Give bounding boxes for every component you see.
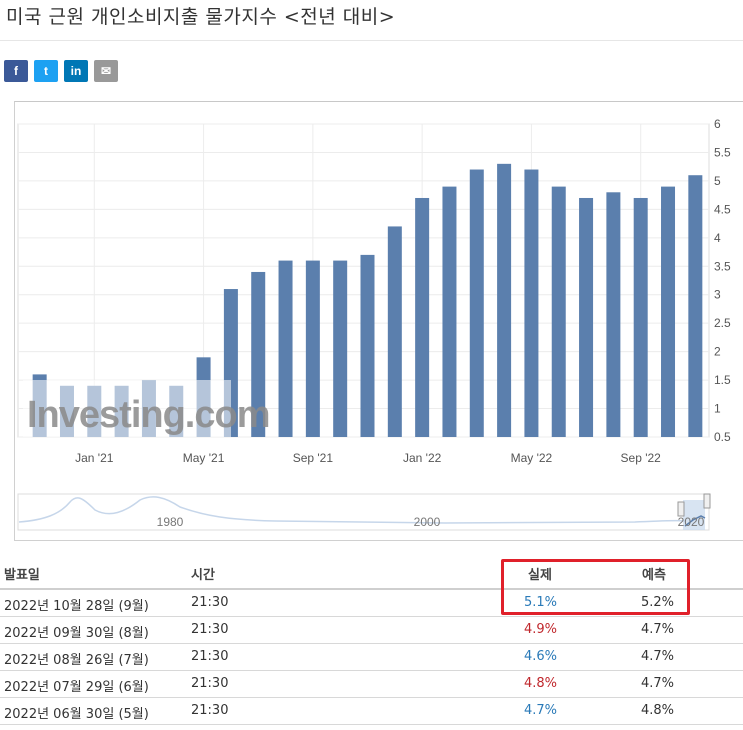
row-time: 21:30 xyxy=(191,595,229,610)
table-row: 2022년 08월 26일 (7월) 21:30 4.6% 4.7% xyxy=(0,644,743,671)
row-time: 21:30 xyxy=(191,649,229,664)
navigator-label: 1980 xyxy=(157,515,184,529)
y-tick-label: 4 xyxy=(714,231,721,245)
x-tick-label: Sep '21 xyxy=(293,451,334,465)
row-date: 2022년 09월 30일 (8월) xyxy=(4,626,149,641)
share-bar: f t in ✉ xyxy=(4,60,118,82)
chart-bar xyxy=(633,197,648,437)
row-date: 2022년 10월 28일 (9월) xyxy=(4,599,149,614)
y-tick-label: 4.5 xyxy=(714,202,731,216)
bar-chart: 0.5 1 1.5 2 2.5 3 3.5 4 4.5 5 5.5 6 Jan '21 May '21 Se… xyxy=(17,117,731,531)
row-date: 2022년 08월 26일 (7월) xyxy=(4,653,149,668)
navigator-line xyxy=(18,496,686,524)
row-actual: 4.6% xyxy=(524,649,558,664)
release-table: 발표일 시간 실제 예측 2022년 10월 28일 (9월) 21:30 5.1%… xyxy=(0,558,743,725)
investing-logo: Investing.com xyxy=(27,394,270,436)
chart-bar xyxy=(524,169,539,437)
y-tick-label: 3.5 xyxy=(714,259,731,273)
row-actual: 4.7% xyxy=(524,703,558,718)
chart-bar xyxy=(251,271,266,437)
y-tick-label: 1 xyxy=(714,402,721,416)
chart-container: 0.5 1 1.5 2 2.5 3 3.5 4 4.5 5 5.5 6 Jan '21 May '21 Se… xyxy=(14,101,743,541)
chart-bar xyxy=(579,197,594,437)
chart-bar xyxy=(551,186,566,437)
y-tick-label: 0.5 xyxy=(714,430,731,444)
row-forecast: 4.7% xyxy=(641,649,675,664)
header-date: 발표일 xyxy=(4,568,40,583)
chart-bar xyxy=(497,163,512,437)
x-tick-label: May '21 xyxy=(183,451,225,465)
page-title: 미국 근원 개인소비지출 물가지수 <전년 대비> xyxy=(6,6,396,28)
row-actual: 4.9% xyxy=(524,622,558,637)
chart-bar xyxy=(442,186,457,437)
header-time: 시간 xyxy=(191,568,215,583)
y-tick-label: 2.5 xyxy=(714,316,731,330)
chart-bar xyxy=(415,197,430,437)
chart-bar xyxy=(606,192,621,437)
chart-bar xyxy=(387,226,402,437)
x-tick-label: Jan '22 xyxy=(403,451,442,465)
watermark-backdrop xyxy=(23,380,231,437)
chart-bar xyxy=(333,260,348,437)
chart-bar xyxy=(688,175,703,437)
row-time: 21:30 xyxy=(191,676,229,691)
y-tick-label: 5 xyxy=(714,174,721,188)
row-actual: 5.1% xyxy=(524,595,558,610)
y-tick-label: 6 xyxy=(714,117,721,131)
table-header: 발표일 시간 실제 예측 xyxy=(0,558,743,590)
x-tick-label: Sep '22 xyxy=(621,451,662,465)
row-date: 2022년 06월 30일 (5월) xyxy=(4,707,149,722)
row-time: 21:30 xyxy=(191,703,229,718)
facebook-icon[interactable]: f xyxy=(4,60,28,82)
navigator-label: 2000 xyxy=(414,515,441,529)
chart-bar xyxy=(360,254,375,437)
row-forecast: 4.8% xyxy=(641,703,675,718)
title-divider xyxy=(0,40,743,41)
twitter-icon[interactable]: t xyxy=(34,60,58,82)
header-forecast: 예측 xyxy=(642,568,666,583)
highlight-box xyxy=(501,559,690,615)
row-time: 21:30 xyxy=(191,622,229,637)
navigator-handle-right[interactable] xyxy=(703,493,711,509)
y-tick-label: 2 xyxy=(714,345,721,359)
row-forecast: 4.7% xyxy=(641,676,675,691)
row-date: 2022년 07월 29일 (6월) xyxy=(4,680,149,695)
x-tick-label: Jan '21 xyxy=(75,451,114,465)
table-row: 2022년 07월 29일 (6월) 21:30 4.8% 4.7% xyxy=(0,671,743,698)
row-forecast: 5.2% xyxy=(641,595,675,610)
chart-bar xyxy=(278,260,293,437)
x-tick-label: May '22 xyxy=(511,451,553,465)
navigator-selected-line xyxy=(684,515,706,527)
header-actual: 실제 xyxy=(528,568,552,583)
row-actual: 4.8% xyxy=(524,676,558,691)
navigator-area xyxy=(17,493,710,531)
row-forecast: 4.7% xyxy=(641,622,675,637)
chart-bar xyxy=(661,186,676,437)
chart-bar xyxy=(469,169,484,437)
email-icon[interactable]: ✉ xyxy=(94,60,118,82)
table-row: 2022년 10월 28일 (9월) 21:30 5.1% 5.2% xyxy=(0,590,743,617)
navigator-handle-left[interactable] xyxy=(677,501,685,517)
chart-bar xyxy=(305,260,320,437)
table-row: 2022년 09월 30일 (8월) 21:30 4.9% 4.7% xyxy=(0,617,743,644)
y-tick-label: 3 xyxy=(714,288,721,302)
linkedin-icon[interactable]: in xyxy=(64,60,88,82)
y-tick-label: 5.5 xyxy=(714,145,731,159)
y-tick-label: 1.5 xyxy=(714,373,731,387)
table-row: 2022년 06월 30일 (5월) 21:30 4.7% 4.8% xyxy=(0,698,743,725)
navigator-label: 2020 xyxy=(678,515,705,529)
